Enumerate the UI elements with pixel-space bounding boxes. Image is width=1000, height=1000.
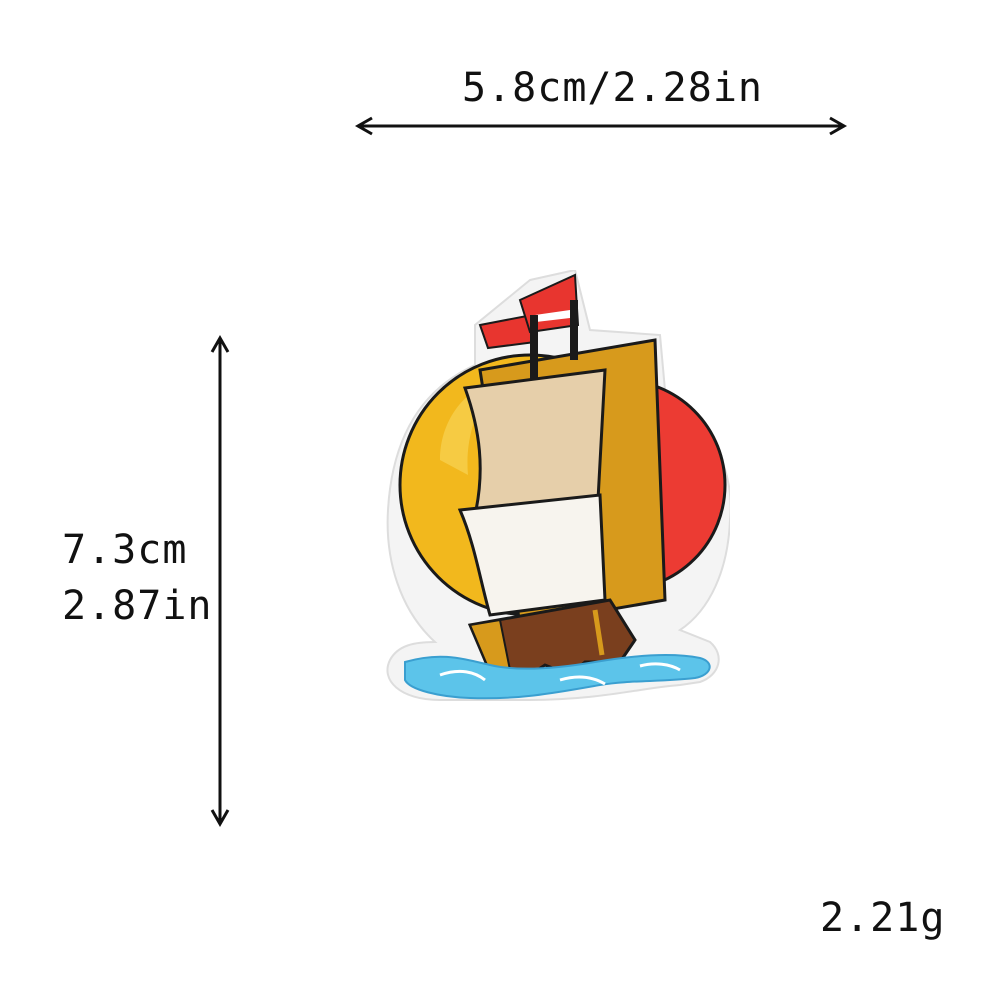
width-label: 5.8cm/2.28in [462, 65, 763, 111]
weight-label: 2.21g [820, 895, 946, 941]
mast-right [570, 300, 578, 360]
height-arrow [210, 334, 230, 828]
mast-left [530, 315, 538, 385]
ship-patch-image [386, 270, 730, 701]
lower-sail [457, 493, 607, 617]
height-label-in: 2.87in [62, 583, 213, 629]
height-label-cm: 7.3cm [62, 527, 188, 573]
width-arrow [354, 116, 848, 136]
top-sail [462, 368, 607, 517]
water [404, 654, 711, 700]
